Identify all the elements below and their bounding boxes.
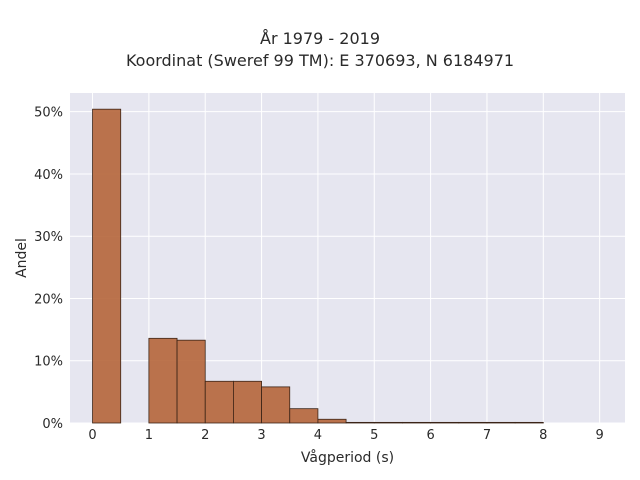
x-tick-label: 2 <box>201 428 209 443</box>
x-tick-label: 7 <box>483 428 491 443</box>
histogram-bar <box>233 380 262 424</box>
y-tick-label: 50% <box>34 106 63 121</box>
x-tick-label: 9 <box>596 428 604 443</box>
histogram-bar <box>261 386 291 424</box>
histogram-bar <box>148 337 178 424</box>
histogram-bar <box>486 421 516 424</box>
histogram-bar <box>204 380 234 424</box>
histogram-bar <box>514 421 544 424</box>
histogram-bar <box>402 421 432 424</box>
x-tick-label: 4 <box>314 428 322 443</box>
x-axis-ticks: 0 1 2 3 4 5 6 7 8 9 <box>88 428 603 443</box>
y-tick-label: 20% <box>34 292 63 307</box>
x-tick-label: 8 <box>539 428 547 443</box>
x-tick-label: 0 <box>88 428 96 443</box>
y-axis-ticks: 0% 10% 20% 30% 40% 50% <box>34 106 63 432</box>
y-tick-label: 40% <box>34 168 63 183</box>
x-tick-label: 6 <box>426 428 434 443</box>
y-tick-label: 30% <box>34 230 63 245</box>
x-tick-label: 3 <box>257 428 265 443</box>
y-axis-label: Andel <box>14 238 30 278</box>
x-axis-label: Vågperiod (s) <box>301 449 394 466</box>
x-tick-label: 5 <box>370 428 378 443</box>
y-tick-label: 10% <box>34 355 63 370</box>
histogram-bar <box>289 408 319 424</box>
y-tick-label: 0% <box>42 417 63 432</box>
histogram-bar <box>345 421 375 424</box>
chart-subtitle: Koordinat (Sweref 99 TM): E 370693, N 61… <box>125 51 515 70</box>
histogram-bar <box>373 421 403 424</box>
histogram-bar <box>430 421 460 424</box>
histogram-bar <box>176 339 206 424</box>
histogram-bar <box>92 108 122 424</box>
bars <box>92 108 544 424</box>
histogram-bar <box>458 421 488 424</box>
histogram-bar <box>317 418 347 424</box>
x-tick-label: 1 <box>145 428 153 443</box>
chart-title: År 1979 - 2019 <box>260 29 380 48</box>
